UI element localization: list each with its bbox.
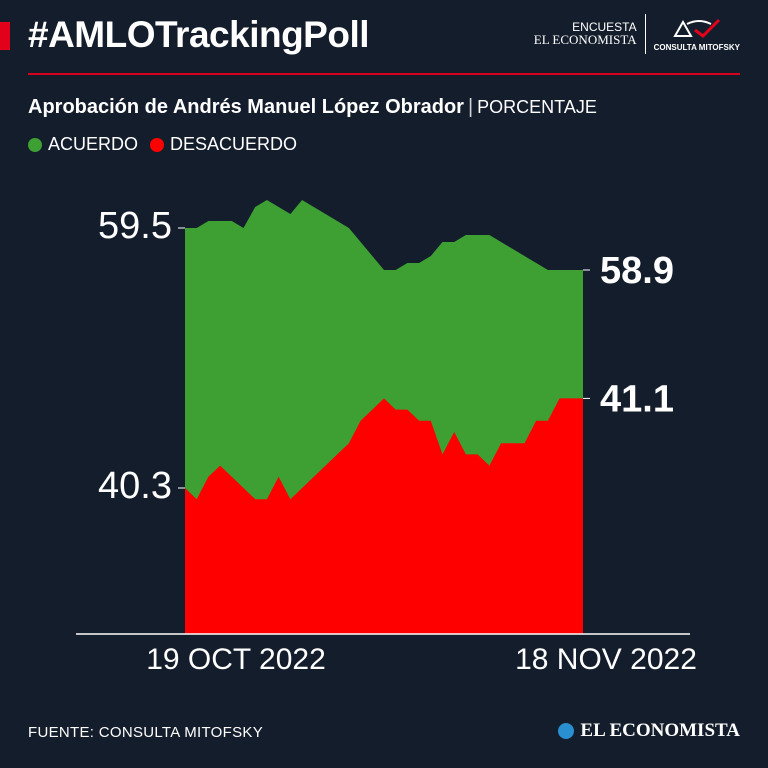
header-divider — [28, 73, 740, 75]
page-title: #AMLOTrackingPoll — [28, 14, 370, 55]
legend-label-desacuerdo: DESACUERDO — [170, 134, 298, 154]
label-end-acuerdo: 58.9 — [600, 250, 674, 292]
x-tick-label-end: 18 NOV 2022 — [515, 643, 697, 676]
label-end-desacuerdo: 41.1 — [600, 378, 674, 420]
source-note: FUENTE: CONSULTA MITOFSKY — [28, 724, 264, 741]
chart-subtitle: Aprobación de Andrés Manuel López Obrado… — [28, 96, 597, 119]
mitofsky-label: CONSULTA MITOFSKY — [653, 43, 740, 52]
area-desacuerdo — [185, 398, 583, 634]
legend-label-acuerdo: ACUERDO — [48, 134, 139, 154]
legend-dot-acuerdo — [28, 137, 42, 152]
mitofsky-emblem-icon — [673, 18, 720, 38]
legend-item-acuerdo: ACUERDO — [28, 134, 138, 155]
logo-divider — [644, 14, 646, 54]
publisher-name: EL ECONOMISTA — [533, 32, 637, 48]
accent-bar — [0, 22, 10, 50]
label-start-acuerdo: 59.5 — [98, 205, 172, 247]
el-economista-icon — [558, 723, 575, 739]
x-tick-label-start: 19 OCT 2022 — [146, 643, 326, 676]
label-start-desacuerdo: 40.3 — [98, 465, 172, 507]
mitofsky-logo: CONSULTA MITOFSKY — [654, 16, 740, 52]
encuesta-label: ENCUESTA EL ECONOMISTA — [534, 21, 637, 47]
legend-item-desacuerdo: DESACUERDO — [150, 134, 297, 155]
subtitle-unit: PORCENTAJE — [477, 97, 597, 117]
el-economista-logo: EL ECONOMISTA — [558, 720, 740, 742]
legend: ACUERDO DESACUERDO — [28, 134, 297, 155]
encuesta-word: ENCUESTA — [572, 19, 637, 34]
subtitle-main: Aprobación de Andrés Manuel López Obrado… — [28, 96, 464, 118]
el-economista-wordmark: EL ECONOMISTA — [580, 720, 740, 741]
subtitle-separator: | — [467, 96, 474, 118]
encuesta-logo: ENCUESTA EL ECONOMISTA CONSULTA MITOFSKY — [534, 14, 740, 54]
legend-dot-desacuerdo — [150, 137, 165, 152]
